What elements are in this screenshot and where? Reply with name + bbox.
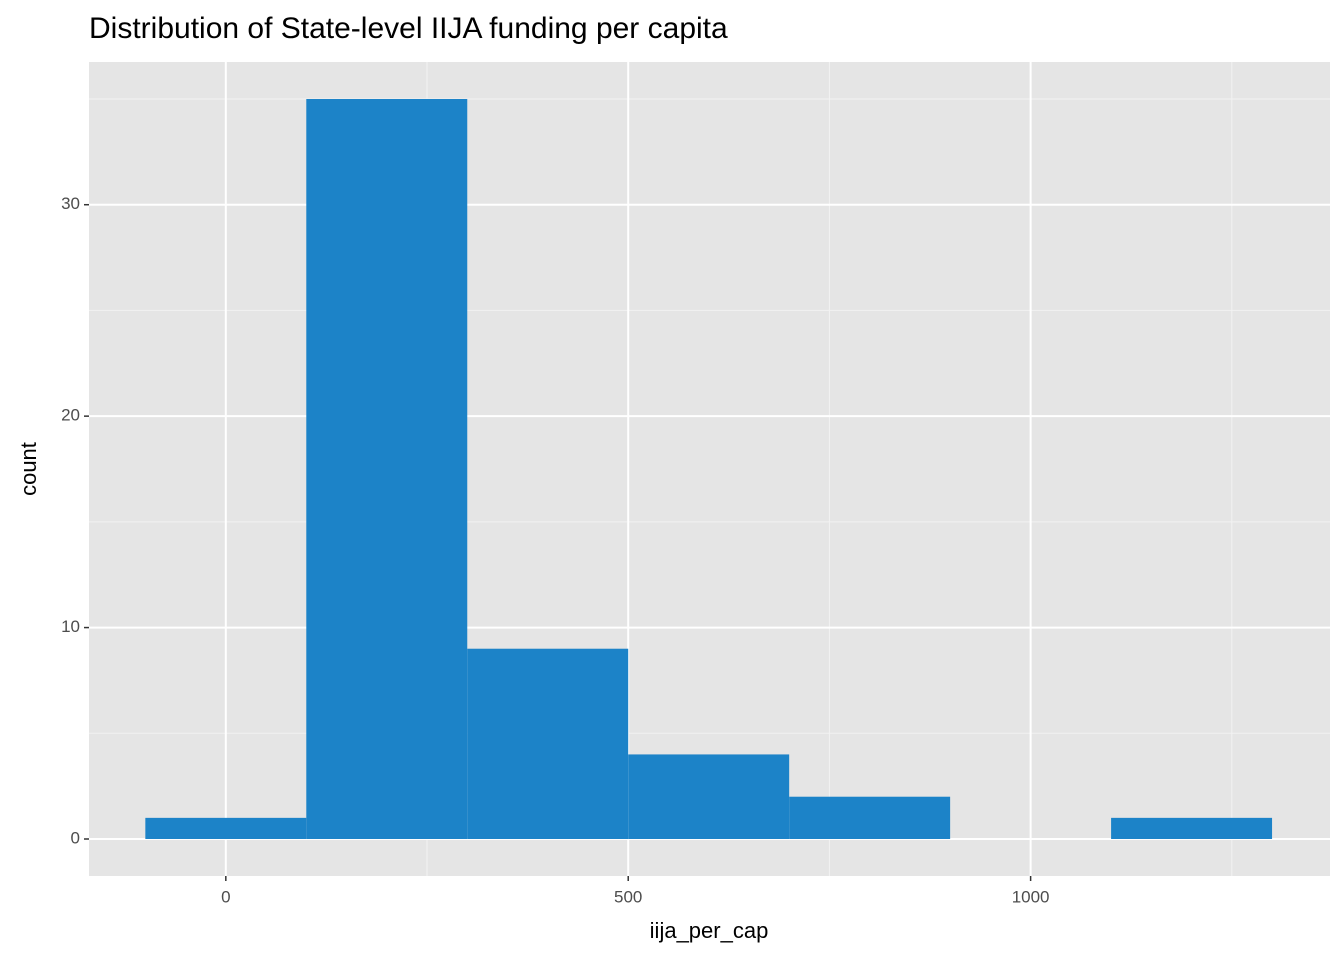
bar [306, 99, 468, 839]
bar [145, 817, 307, 839]
bar [628, 754, 790, 839]
bar [467, 648, 629, 839]
chart-title: Distribution of State-level IIJA funding… [89, 12, 728, 45]
y-tick-label: 10 [61, 617, 80, 636]
y-tick-label: 30 [61, 194, 80, 213]
bar [1111, 817, 1273, 839]
x-tick-label: 1000 [1012, 887, 1050, 906]
x-axis-label: iija_per_cap [650, 918, 769, 943]
x-tick-label: 500 [614, 887, 642, 906]
y-tick-label: 20 [61, 406, 80, 425]
bar [789, 796, 951, 839]
x-tick-label: 0 [221, 887, 230, 906]
y-axis-label: count [16, 442, 41, 496]
plot-panel [89, 62, 1330, 876]
y-tick-label: 0 [71, 828, 80, 847]
